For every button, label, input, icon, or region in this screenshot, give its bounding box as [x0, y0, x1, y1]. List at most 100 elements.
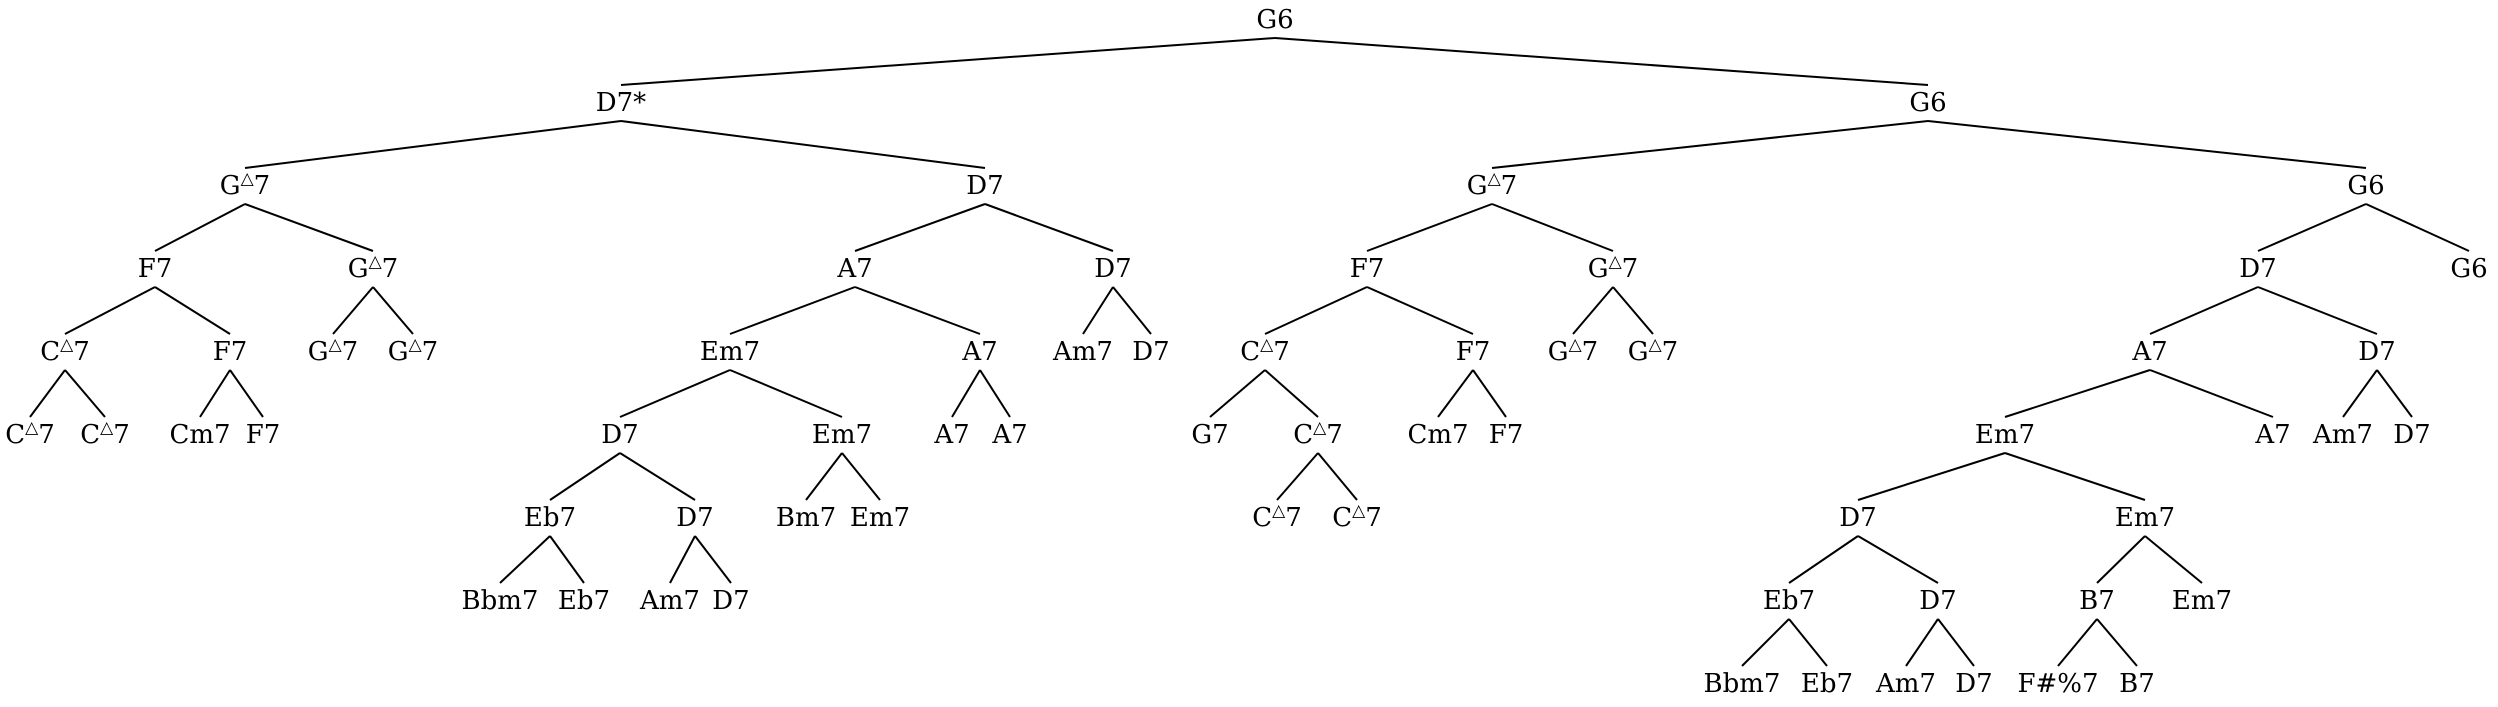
tree-edge [2096, 618, 2138, 667]
chord-root: G [388, 337, 409, 367]
major-triangle-symbol: △ [1260, 335, 1274, 355]
chord-node-label: C△7 [1332, 501, 1382, 533]
chord-node-label: G6 [1256, 5, 1293, 35]
chord-node-label: A7 [836, 254, 872, 284]
chord-root: F7 [1456, 337, 1491, 367]
chord-node-label: G△7 [388, 335, 438, 367]
tree-edge [951, 369, 981, 418]
chord-root: G7 [1191, 420, 1228, 450]
tree-edge [1612, 286, 1654, 335]
tree-edge [619, 369, 731, 418]
chord-root: D7 [2358, 337, 2395, 367]
tree-edge [854, 203, 986, 252]
chord-root: D7 [676, 503, 713, 533]
chord-root: G [1628, 337, 1649, 367]
chord-root: D7 [1839, 503, 1876, 533]
chord-root: Em7 [2172, 586, 2232, 616]
tree-edge [1491, 120, 1929, 169]
chord-root: F7 [1489, 420, 1524, 450]
major-triangle-symbol: △ [60, 335, 74, 355]
tree-edge [1927, 120, 2367, 169]
tree-edge [669, 535, 696, 584]
tree-edge [1937, 618, 1975, 667]
tree-edge [154, 203, 246, 252]
chord-extension: 7 [1285, 503, 1302, 533]
chord-node-label: Bbm7 [462, 586, 539, 616]
tree-edge [841, 452, 881, 501]
tree-edge [549, 535, 585, 584]
chord-node-label: G△7 [308, 335, 358, 367]
tree-edge [1112, 286, 1152, 335]
chord-node-label: G6 [2450, 254, 2487, 284]
chord-node-label: Bm7 [776, 503, 836, 533]
tree-edge [1264, 286, 1368, 335]
tree-edge [694, 535, 732, 584]
chord-node-label: Eb7 [1763, 586, 1815, 616]
chord-root: F7 [138, 254, 173, 284]
chord-root: C [1240, 337, 1260, 367]
tree-edge [199, 369, 231, 418]
chord-node-label: A7 [961, 337, 997, 367]
tree-edge [1857, 452, 2006, 501]
chord-root: G [1909, 88, 1930, 118]
tree-edge [29, 369, 66, 418]
tree-edge [1905, 618, 1939, 667]
chord-extension: 6 [1930, 88, 1947, 118]
chord-root: G [1548, 337, 1569, 367]
tree-edge [729, 286, 856, 335]
chord-extension: 7 [1326, 420, 1343, 450]
chord-extension: 7 [422, 337, 439, 367]
chord-root: D7 [2393, 420, 2430, 450]
chord-root: Am7 [1875, 669, 1936, 699]
major-triangle-symbol: △ [100, 418, 114, 438]
chord-node-label: B7 [2119, 669, 2155, 699]
tree-edge [2257, 286, 2378, 335]
chord-root: G [1588, 254, 1609, 284]
tree-edge [979, 369, 1011, 418]
tree-edge [1741, 618, 1790, 667]
chord-node-label: F#%7 [2017, 669, 2098, 699]
chord-node-label: Em7 [2115, 503, 2175, 533]
chord-root: C [1332, 503, 1352, 533]
chord-node-label: G6 [2347, 171, 2384, 201]
chord-root: D7 [1919, 586, 1956, 616]
chord-root: Em7 [812, 420, 872, 450]
chord-extension: 6 [2471, 254, 2488, 284]
chord-node-label: D7 [676, 503, 713, 533]
chord-extension: 7 [1662, 337, 1679, 367]
tree-edge [1366, 286, 1474, 335]
chord-node-label: D7 [1955, 669, 1992, 699]
tree-edge [2004, 369, 2151, 418]
major-triangle-symbol: △ [1649, 335, 1663, 355]
tree-edge [1209, 369, 1266, 418]
chord-root: Eb7 [1801, 669, 1853, 699]
tree-edge [2096, 535, 2146, 584]
chord-root: G [2347, 171, 2368, 201]
chord-extension: 7 [38, 420, 55, 450]
tree-edge [549, 452, 621, 501]
tree-edge [1317, 452, 1358, 501]
chord-node-label: Cm7 [1407, 420, 1468, 450]
chord-extension: 6 [1277, 5, 1294, 35]
chord-node-label: Eb7 [558, 586, 610, 616]
chord-root: G [220, 171, 241, 201]
chord-node-label: Eb7 [524, 503, 576, 533]
chord-node-label: F7 [1489, 420, 1524, 450]
chord-root: C [40, 337, 60, 367]
tree-edge [984, 203, 1114, 252]
chord-extension: 7 [1501, 171, 1518, 201]
chord-root: F#%7 [2017, 669, 2098, 699]
chord-node-label: D7 [1094, 254, 1131, 284]
tree-edge [805, 452, 843, 501]
chord-node-label: G6 [1909, 88, 1946, 118]
chord-node-label: C△7 [40, 335, 90, 367]
tree-edge [1082, 286, 1114, 335]
chord-node-label: D7 [1839, 503, 1876, 533]
tree-edge [2057, 618, 2098, 667]
chord-root: D7 [601, 420, 638, 450]
chord-root: Em7 [700, 337, 760, 367]
chord-root: Em7 [2115, 503, 2175, 533]
chord-node-label: F7 [1456, 337, 1491, 367]
chord-node-label: A7 [2131, 337, 2167, 367]
chord-node-label: Am7 [1875, 669, 1936, 699]
